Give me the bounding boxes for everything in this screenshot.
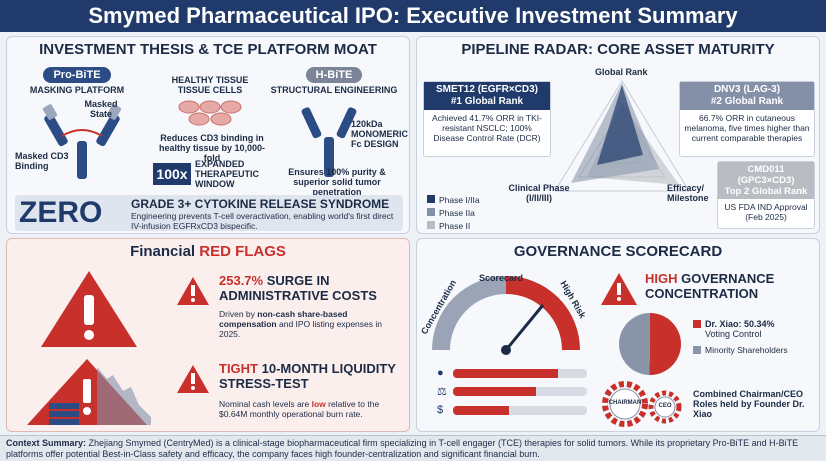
- financial-panel: Financial RED FLAGS 253.7% SURGE IN ADMI…: [6, 238, 410, 432]
- asset-1-title: SMET12 (EGFR×CD3): [436, 84, 538, 95]
- pie-sub-1: Voting Control: [705, 329, 762, 339]
- risk-bar-3: [453, 405, 510, 415]
- governance-panel: GOVERNANCE SCORECARD Scorecard Concentra…: [416, 238, 820, 432]
- combined-roles: Combined Chairman/CEO Roles held by Foun…: [693, 389, 805, 419]
- asset-card-2: DNV3 (LAG-3) #2 Global Rank 66.7% ORR in…: [679, 81, 815, 157]
- grade3-desc: Engineering prevents T-cell overactivati…: [131, 211, 394, 231]
- money-icon: $: [437, 404, 444, 416]
- flag2-desc-c: relative to the $0.64M monthly operation…: [219, 399, 380, 419]
- pie-label-1: Dr. Xiao: 50.34%: [705, 319, 775, 329]
- risk-gauge: [432, 276, 580, 355]
- flag1-title: 253.7% SURGE IN ADMINISTRATIVE COSTS: [219, 273, 405, 303]
- scale-icon: ⚖: [437, 386, 447, 398]
- pie-legend: Dr. Xiao: 50.34% Voting Control Minority …: [693, 319, 817, 355]
- flag1-desc-c: and IPO listing expenses in 2025.: [219, 319, 382, 339]
- asset-card-1: SMET12 (EGFR×CD3) #1 Global Rank Achieve…: [423, 81, 551, 157]
- flag1-desc: Driven by non-cash share-based compensat…: [219, 309, 405, 339]
- pipeline-panel: PIPELINE RADAR: CORE ASSET MATURITY Glob…: [416, 36, 820, 234]
- person-icon: ●: [437, 367, 444, 379]
- warning-gov-icon: [601, 273, 637, 305]
- hbite-sub: STRUCTURAL ENGINEERING: [270, 85, 398, 95]
- thesis-heading: INVESTMENT THESIS & TCE PLATFORM MOAT: [39, 41, 377, 58]
- ensures-text: Ensures 100% purity & superior solid tum…: [288, 167, 386, 197]
- flag2-desc-b: low: [311, 399, 326, 409]
- flag1-title-b: SURGE IN ADMINISTRATIVE COSTS: [219, 273, 377, 303]
- context-summary: Context Summary: Zhejiang Smymed (Centry…: [0, 435, 826, 461]
- governance-heading: GOVERNANCE SCORECARD: [513, 243, 723, 260]
- axis-right: Efficacy/ Milestone: [667, 183, 709, 203]
- badge-100x: 100x: [153, 163, 191, 185]
- flag1-title-a: 253.7%: [219, 273, 264, 288]
- asset-1-rank: #1 Global Rank: [450, 96, 524, 107]
- asset-2-rank: #2 Global Rank: [710, 96, 784, 107]
- warning-small-icon-2: [177, 365, 209, 393]
- flag1-desc-b: non-cash share-based compensation: [219, 309, 348, 329]
- antibody-fc-icon: [301, 107, 357, 177]
- financial-heading: Financial RED FLAGS: [7, 243, 409, 260]
- flag2-title: TIGHT 10-MONTH LIQUIDITY STRESS-TEST: [219, 361, 405, 391]
- pie-label-2: Minority Shareholders: [705, 345, 788, 355]
- risk-bar-2: [453, 387, 537, 396]
- flag2-title-a: TIGHT: [219, 361, 258, 376]
- pie-slice-minority: [619, 313, 650, 375]
- page-title: Smymed Pharmaceutical IPO: Executive Inv…: [0, 0, 826, 32]
- asset-3-rank: Top 2 Global Rank: [724, 186, 808, 197]
- asset-card-3: CMD011 (GPC3×CD3) Top 2 Global Rank US F…: [717, 161, 815, 229]
- flag2-desc-a: Nominal cash levels are: [219, 399, 312, 409]
- flag2-title-b: 10-MONTH LIQUIDITY STRESS-TEST: [219, 361, 396, 391]
- pipeline-heading: PIPELINE RADAR: CORE ASSET MATURITY: [461, 41, 775, 58]
- asset-1-desc: Achieved 41.7% ORR in TKI-resistant NSCL…: [432, 113, 542, 143]
- gear-chairman: CHAIRMAN: [608, 400, 642, 406]
- grade3-title: GRADE 3+ CYTOKINE RELEASE SYNDROME: [131, 197, 390, 211]
- asset-3-desc: US FDA IND Approval (Feb 2025): [724, 202, 808, 222]
- footer-text: Zhejiang Smymed (CentryMed) is a clinica…: [6, 438, 799, 459]
- gauge-top-label: Scorecard: [479, 273, 524, 283]
- radar-chart: [554, 80, 690, 192]
- radar-phase0: [597, 85, 643, 165]
- financial-heading-prefix: Financial: [130, 243, 200, 260]
- flag1-desc-a: Driven by: [219, 309, 258, 319]
- axis-left: Clinical Phase (I/II/III): [508, 183, 570, 203]
- warning-large-icon: [41, 271, 137, 347]
- legend-phase1: Phase I/IIa: [439, 195, 480, 205]
- high-gov-title: HIGH GOVERNANCE CONCENTRATION: [645, 271, 815, 301]
- legend-phase3: Phase II: [439, 221, 471, 231]
- tissue-cells-icon: [178, 100, 242, 126]
- voting-pie: [619, 313, 681, 375]
- gears-icon: [602, 381, 682, 427]
- pie-slice-xiao: [649, 313, 681, 375]
- zero-text: ZERO: [19, 196, 103, 229]
- probite-sub: MASKING PLATFORM: [29, 85, 125, 95]
- warning-small-icon-1: [177, 277, 209, 305]
- asset-2-title: DNV3 (LAG-3): [713, 84, 781, 95]
- masked-state-label: Masked State: [84, 99, 118, 119]
- high-gov-title-b: GOVERNANCE CONCENTRATION: [645, 271, 775, 301]
- high-gov-title-a: HIGH: [645, 271, 678, 286]
- footer-label: Context Summary:: [6, 438, 87, 448]
- gear-ceo: CEO: [658, 403, 672, 409]
- risk-bars: ● ⚖ $: [437, 367, 587, 416]
- masked-cd3-label: Masked CD3 Binding: [15, 151, 69, 171]
- expanded-window: EXPANDED THERAPEUTIC WINDOW: [195, 159, 260, 189]
- thesis-panel: INVESTMENT THESIS & TCE PLATFORM MOAT Pr…: [6, 36, 410, 234]
- asset-3-title: CMD011 (GPC3×CD3): [737, 164, 795, 186]
- pipeline-legend: Phase I/IIa Phase IIa Phase II: [427, 195, 480, 231]
- monomeric-label: 120kDa MONOMERIC Fc DESIGN: [351, 119, 408, 149]
- healthy-tissue-label: HEALTHY TISSUE TISSUE CELLS: [171, 75, 249, 95]
- risk-bar-1: [453, 368, 558, 378]
- flag2-desc: Nominal cash levels are low relative to …: [219, 399, 405, 419]
- reduces-text: Reduces CD3 binding in healthy tissue by…: [158, 133, 266, 163]
- asset-2-desc: 66.7% ORR in cutaneous melanoma, five ti…: [684, 113, 810, 143]
- axis-top: Global Rank: [595, 67, 648, 77]
- financial-heading-accent: RED FLAGS: [199, 243, 286, 260]
- burn-chart-icon: [27, 359, 151, 425]
- probite-pill: Pro-BiTE: [43, 67, 111, 83]
- zero-banner: ZERO GRADE 3+ CYTOKINE RELEASE SYNDROME …: [15, 195, 403, 231]
- hbite-pill: H-BiTE: [305, 67, 363, 83]
- legend-phase2: Phase IIa: [439, 208, 475, 218]
- antibody-masked-icon: [42, 104, 122, 179]
